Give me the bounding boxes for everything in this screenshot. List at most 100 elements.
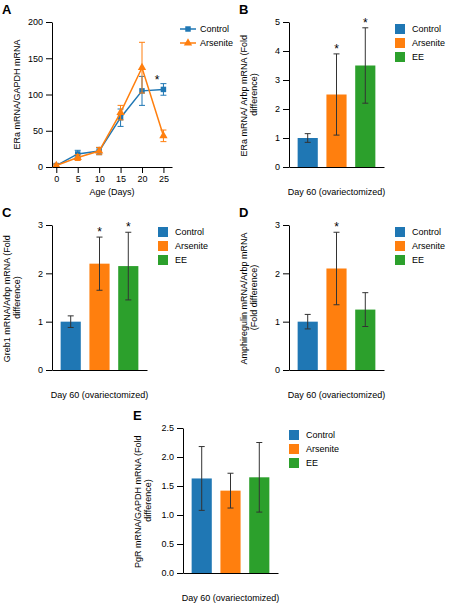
tick: 15: [116, 167, 126, 184]
legend-item: Arsenite: [180, 38, 233, 48]
legend-label: EE: [412, 52, 424, 62]
error-bar: [305, 134, 311, 143]
tick: 4: [275, 46, 289, 56]
marker: [52, 161, 60, 167]
tick-mark: [283, 370, 289, 371]
x-axis-title: Day 60 (ovariectomized): [288, 390, 386, 400]
tick-mark: [46, 273, 52, 274]
y-axis: 0123: [275, 220, 290, 375]
tick-label: 3: [275, 220, 280, 230]
tick: 3: [275, 75, 289, 85]
tick: 1.0: [161, 510, 183, 520]
tick-label: 1: [38, 317, 43, 327]
error-bar: [256, 443, 262, 513]
y-axis: 050100150200: [28, 17, 53, 172]
tick-label: 2.0: [161, 452, 174, 462]
panel: 012345**BDay 60 (ovariectomized)ERa mRNA…: [239, 2, 445, 197]
annotation: *: [334, 42, 339, 56]
tick-mark: [283, 109, 289, 110]
tick-label: 200: [28, 17, 43, 27]
axis-line: [289, 226, 290, 371]
tick: 0: [275, 162, 289, 172]
legend-label: EE: [175, 255, 187, 265]
tick: 0: [275, 365, 289, 375]
legend-swatch: [184, 38, 192, 45]
error-bar: [334, 232, 340, 305]
error-bar: [125, 232, 131, 300]
x-axis-title: Day 60 (ovariectomized): [51, 390, 149, 400]
legend-label: EE: [412, 255, 424, 265]
axis-line: [290, 370, 385, 371]
legend-item: Control: [158, 227, 204, 237]
legend-label: Control: [412, 24, 441, 34]
legend-swatch: [289, 430, 299, 440]
tick-mark: [46, 370, 52, 371]
tick-mark: [283, 80, 289, 81]
annotation: *: [334, 220, 339, 234]
x-axis-title: Day 60 (ovariectomized): [288, 187, 386, 197]
tick-mark: [142, 167, 143, 173]
chart-container: 0501001502000510152025*AAge (Days)ERa mR…: [0, 0, 474, 610]
y-axis-title: PgR mRNA/GAPDH mRNA (Fold difference): [133, 433, 153, 568]
error-bar: [199, 447, 205, 511]
axis-line: [289, 23, 290, 168]
x-axis: [290, 370, 385, 371]
tick: 150: [28, 54, 52, 64]
tick-label: 0: [38, 365, 43, 375]
y-axis-title: ERa mRNA/ Arbp mRNA (Fold difference): [239, 32, 259, 156]
marker: [159, 131, 167, 138]
tick-mark: [99, 167, 100, 173]
marker: [74, 153, 82, 160]
tick-mark: [283, 167, 289, 168]
tick: 2: [38, 269, 52, 279]
marker: [161, 87, 166, 92]
legend-item: Control: [289, 430, 335, 440]
tick: 25: [159, 167, 169, 184]
tick-mark: [283, 273, 289, 274]
error-bar: [68, 316, 74, 328]
tick-label: 2: [38, 269, 43, 279]
tick-label: 3: [38, 220, 43, 230]
series-line: [56, 68, 163, 166]
tick: 2.0: [161, 452, 183, 462]
tick-label: 0: [54, 174, 59, 184]
tick: 1: [275, 133, 289, 143]
y-axis: 0 1 2 3: [38, 220, 53, 375]
tick-label: 5: [76, 174, 81, 184]
y-axis: 0.00.51.01.52.02.5: [161, 423, 183, 578]
legend-item: Control: [395, 227, 441, 237]
legend-swatch: [158, 255, 168, 265]
tick-label: 0: [275, 365, 280, 375]
tick-label: 0: [275, 162, 280, 172]
axis-line: [52, 226, 53, 371]
legend-label: Arsenite: [412, 241, 445, 251]
legend-item: Arsenite: [395, 38, 445, 48]
legend-label: Arsenite: [200, 38, 233, 48]
annotation: *: [126, 220, 131, 234]
axis-line: [183, 429, 184, 574]
tick: 3: [38, 220, 52, 230]
tick-label: 1.0: [161, 510, 174, 520]
legend-label: Arsenite: [175, 241, 208, 251]
tick-mark: [46, 167, 52, 168]
tick-label: 3: [275, 75, 280, 85]
tick-label: 5: [275, 17, 280, 27]
axis-line: [53, 167, 173, 168]
tick: 100: [28, 90, 52, 100]
error-bar: [228, 473, 234, 508]
tick-label: 2.5: [161, 423, 174, 433]
error-bar: [362, 293, 368, 327]
tick-label: 0: [38, 162, 43, 172]
axis-line: [184, 573, 279, 574]
legend-swatch: [395, 24, 405, 34]
tick-label: 1.5: [161, 481, 174, 491]
x-axis: [53, 370, 148, 371]
tick-label: 150: [28, 54, 43, 64]
tick-mark: [121, 167, 122, 173]
tick-mark: [46, 131, 52, 132]
marker: [116, 108, 124, 115]
tick: 0.0: [161, 568, 183, 578]
legend: Control Arsenite EE: [395, 24, 445, 62]
tick-mark: [46, 58, 52, 59]
legend: Control Arsenite EE: [158, 227, 208, 265]
